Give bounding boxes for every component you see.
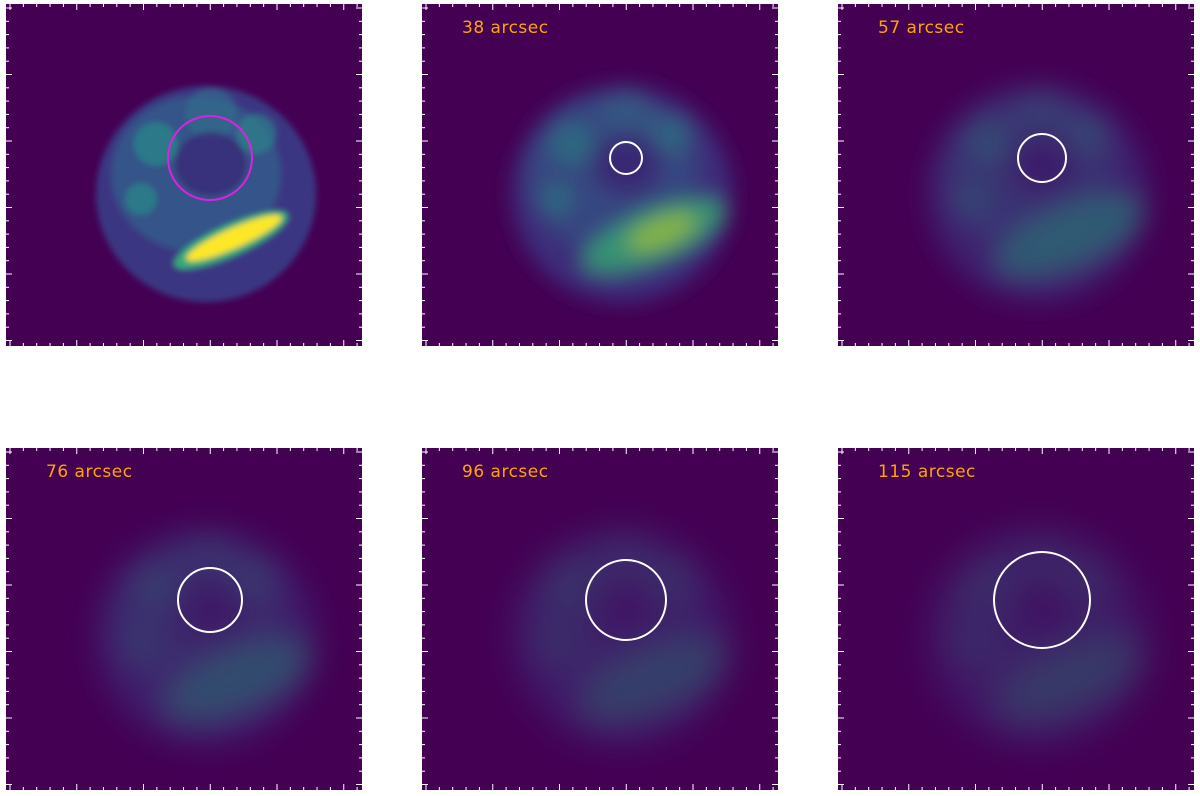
nebula-emission <box>512 86 732 302</box>
aperture-circle <box>167 115 253 201</box>
image-panel-2: 38 arcsec <box>422 4 778 346</box>
panel-5-label: 96 arcsec <box>462 462 549 482</box>
panel-6-image <box>838 448 1194 790</box>
panel-4-image <box>6 448 362 790</box>
nebula-emission <box>96 86 316 302</box>
image-panel-4: 76 arcsec <box>6 448 362 790</box>
nebula-emission <box>928 86 1148 302</box>
nebula-emission <box>96 530 316 746</box>
panel-3-label: 57 arcsec <box>878 18 965 38</box>
aperture-circle <box>609 141 643 175</box>
panel-2-image <box>422 4 778 346</box>
axis-ticks <box>422 448 778 790</box>
axis-ticks <box>838 448 1194 790</box>
image-panel-6: 115 arcsec <box>838 448 1194 790</box>
nebula-emission <box>512 530 732 746</box>
axis-ticks <box>6 448 362 790</box>
aperture-circle <box>585 559 667 641</box>
panel-1-image <box>6 4 362 346</box>
axis-ticks <box>6 4 362 346</box>
panel-4-label: 76 arcsec <box>46 462 133 482</box>
panel-6-label: 115 arcsec <box>878 462 976 482</box>
aperture-circle <box>993 551 1091 649</box>
aperture-circle <box>1017 133 1067 183</box>
panel-2-label: 38 arcsec <box>462 18 549 38</box>
aperture-circle <box>177 567 243 633</box>
axis-ticks <box>422 4 778 346</box>
image-panel-5: 96 arcsec <box>422 448 778 790</box>
panel-5-image <box>422 448 778 790</box>
axis-ticks <box>838 4 1194 346</box>
nebula-emission <box>928 530 1148 746</box>
image-panel-3: 57 arcsec <box>838 4 1194 346</box>
image-panel-1 <box>6 4 362 346</box>
panel-3-image <box>838 4 1194 346</box>
